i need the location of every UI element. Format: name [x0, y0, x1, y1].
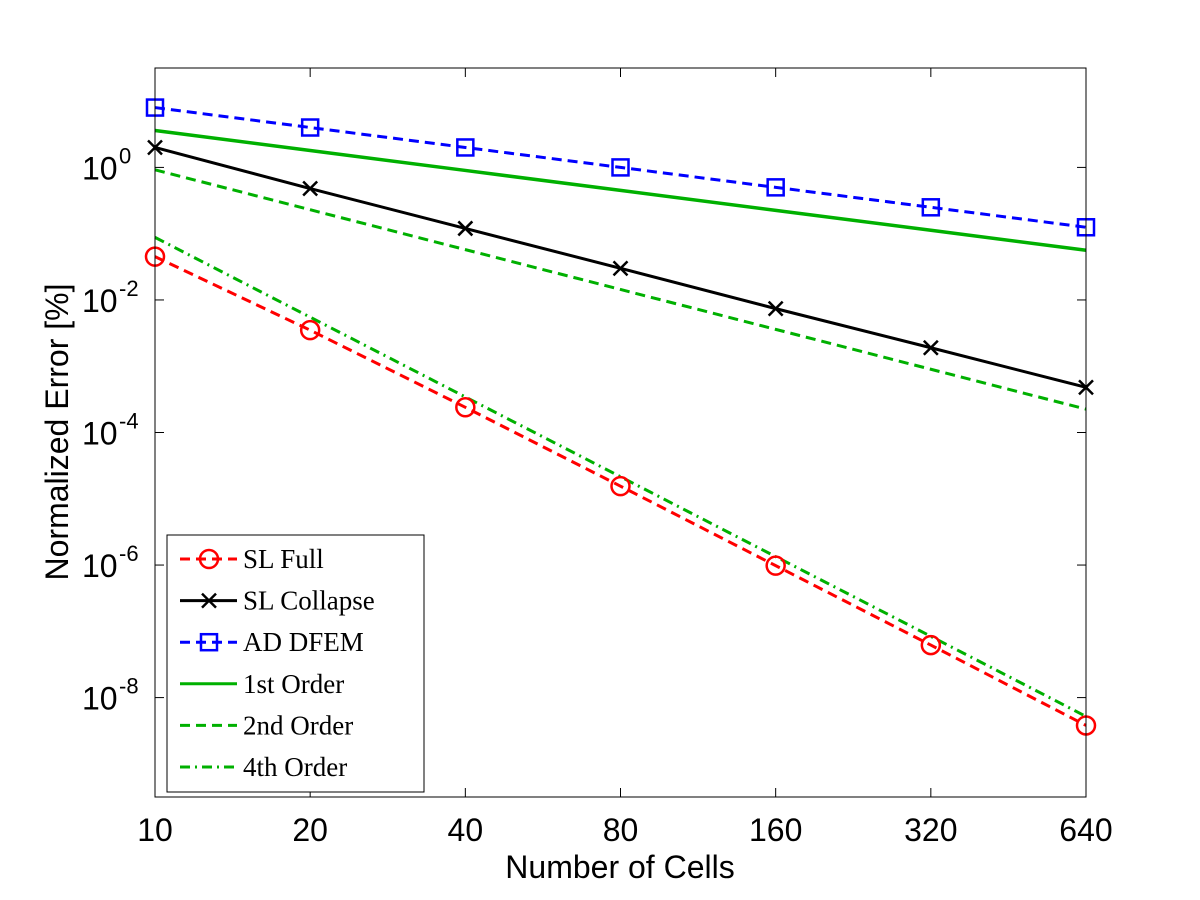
legend-entry-4th-order: 4th Order [180, 752, 347, 782]
data-point-sl-collapse [767, 300, 784, 317]
legend-label: 1st Order [243, 669, 344, 699]
x-tick-label: 160 [749, 812, 802, 848]
x-tick-label: 320 [904, 812, 957, 848]
data-point-ad-dfem [611, 158, 630, 177]
legend-entry-1st-order: 1st Order [180, 669, 344, 699]
y-tick-label-base: 10 [82, 150, 118, 186]
data-point-sl-collapse [302, 180, 319, 197]
y-tick-label-exponent: -2 [119, 276, 139, 301]
series-line-2nd-order [154, 168, 1087, 411]
data-point-sl-collapse [922, 339, 939, 356]
data-point-sl-collapse [457, 220, 474, 237]
legend-entry-2nd-order: 2nd Order [180, 710, 353, 740]
series-line-ad-dfem [154, 106, 1087, 229]
data-point-sl-full [765, 555, 786, 576]
series-ad-dfem [145, 98, 1096, 237]
legend-marker [198, 548, 220, 570]
y-axis-title: Normalized Error [%] [39, 284, 75, 581]
legend-entry-sl-full: SL Full [180, 544, 324, 574]
y-tick-label: 10 0 [82, 143, 131, 186]
x-tick-label: 10 [137, 812, 173, 848]
series-line-1st-order [154, 128, 1087, 252]
series-sl-collapse [147, 139, 1094, 396]
legend-marker [199, 632, 219, 652]
legend-label: 4th Order [243, 752, 347, 782]
data-point-sl-full [455, 397, 476, 418]
x-tick-labels: 10 20 40 80 160 320 640 [137, 812, 1112, 848]
y-tick-label: 10 -4 [82, 409, 139, 452]
legend-entry-sl-collapse: SL Collapse [180, 586, 375, 616]
series-1st-order [154, 128, 1087, 252]
y-tick-label-base: 10 [82, 548, 118, 584]
x-axis-title: Number of Cells [505, 849, 734, 885]
legend-box [166, 534, 425, 793]
x-tick-label: 640 [1059, 812, 1112, 848]
data-point-sl-full [610, 475, 631, 497]
y-tick-label-exponent: -4 [119, 409, 139, 434]
legend: SL Full SL Collapse AD DFEM 1st Order 2nd Or… [166, 534, 425, 793]
data-point-ad-dfem [766, 178, 785, 197]
legend-label: SL Full [243, 544, 324, 574]
legend-marker [201, 592, 217, 609]
y-tick-label-exponent: -8 [119, 674, 139, 699]
data-point-sl-collapse [612, 260, 629, 277]
y-tick-label-base: 10 [82, 283, 118, 319]
series-layer [144, 98, 1097, 736]
y-tick-label-base: 10 [82, 416, 118, 452]
plot-frame [154, 67, 1087, 798]
x-tick-label: 80 [603, 812, 639, 848]
legend-label: 2nd Order [243, 710, 353, 740]
x-tick-label: 20 [292, 812, 328, 848]
data-point-ad-dfem [921, 198, 941, 217]
y-tick-label-exponent: -6 [119, 541, 139, 566]
data-point-sl-full [299, 319, 321, 341]
x-tick-label: 40 [448, 812, 484, 848]
y-tick-label: 10 -8 [82, 674, 139, 717]
y-tick-label-exponent: 0 [119, 143, 131, 168]
legend-label: AD DFEM [243, 627, 364, 657]
data-point-ad-dfem [300, 118, 320, 137]
series-line-sl-full [154, 255, 1087, 727]
series-2nd-order [154, 168, 1087, 411]
data-point-ad-dfem [456, 138, 475, 157]
legend-entry-ad-dfem: AD DFEM [180, 627, 364, 657]
data-point-sl-full [920, 634, 942, 656]
y-tick-label: 10 -2 [82, 276, 139, 319]
legend-label: SL Collapse [243, 586, 375, 616]
y-tick-label-base: 10 [82, 681, 118, 717]
y-tick-label: 10 -6 [82, 541, 139, 584]
axis-ticks [154, 68, 1087, 797]
